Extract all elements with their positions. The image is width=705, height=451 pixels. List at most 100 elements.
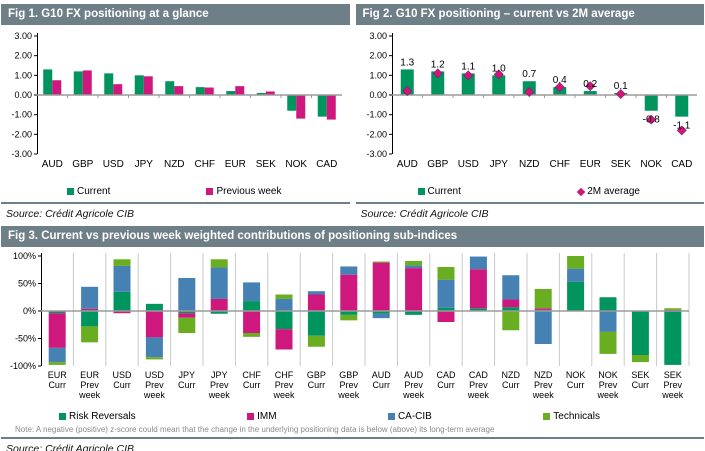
segment-SEK Curr-Risk Reversals <box>631 311 649 355</box>
fig2-separator <box>355 202 704 204</box>
fig3-source: Source: Crédit Agricole CIB <box>6 443 134 451</box>
svg-text:Prev: Prev <box>145 380 164 390</box>
svg-text:2.00: 2.00 <box>14 51 32 61</box>
bar-AUD-Current <box>43 69 53 95</box>
svg-text:GBP: GBP <box>307 370 326 380</box>
segment-JPY Prev week-Technicals <box>210 259 228 268</box>
svg-text:Curr: Curr <box>308 380 326 390</box>
square-marker-icon <box>387 413 395 420</box>
bar-AUD-Previous week <box>52 80 62 95</box>
segment-EUR Prev week-CA-CIB <box>81 286 99 309</box>
svg-text:1.2: 1.2 <box>430 59 444 70</box>
svg-text:CHF: CHF <box>549 159 570 170</box>
legend-label: Technicals <box>553 411 600 422</box>
fig3-note: Note: A negative (positive) z-score coul… <box>15 425 495 434</box>
fig1-chart: 3.00 2.00 1.00 0.00 -1.00 -2.00 -3.00 AUD GBP USD… <box>1 28 350 185</box>
svg-text:USD: USD <box>103 159 124 170</box>
legend-item-imm: IMM <box>247 411 277 422</box>
svg-text:50%: 50% <box>18 279 36 289</box>
svg-text:NOK: NOK <box>285 159 307 170</box>
svg-text:1.3: 1.3 <box>400 57 414 68</box>
svg-text:Prev: Prev <box>469 380 488 390</box>
segment-CHF Prev week-IMM <box>275 329 293 350</box>
segment-USD Curr-CA-CIB <box>113 265 131 292</box>
diamond-NZD-2m-average <box>523 87 534 97</box>
fig1-source: Source: Crédit Agricole CIB <box>6 208 134 220</box>
bar-NOK-Previous week <box>296 95 306 119</box>
segment-USD Curr-Technicals <box>113 259 131 266</box>
bar-CHF-Current <box>195 87 205 95</box>
svg-text:-2.00: -2.00 <box>11 129 32 139</box>
segment-USD Prev week-IMM <box>145 311 163 338</box>
bar-EUR-Previous week <box>235 86 245 95</box>
segment-AUD Curr-Risk Reversals <box>372 311 390 314</box>
segment-NZD Curr-CA-CIB <box>502 275 520 300</box>
svg-text:week: week <box>467 390 490 400</box>
segment-CAD Prev week-IMM <box>469 269 487 309</box>
segment-NOK Prev week-Technicals <box>599 331 617 354</box>
svg-text:JPY: JPY <box>179 370 196 380</box>
svg-text:week: week <box>78 390 101 400</box>
bar-USD-Previous week <box>113 84 123 95</box>
segment-GBP Prev week-Technicals <box>340 314 358 321</box>
legend-label: Current <box>427 186 461 197</box>
segment-EUR Prev week-Risk Reversals <box>81 311 99 327</box>
svg-text:NZD: NZD <box>164 159 185 170</box>
fig3-title: Fig 3. Current vs previous week weighted… <box>1 226 704 247</box>
segment-EUR Curr-Risk Reversals <box>48 311 66 314</box>
diamond-NOK-2m-average <box>645 114 656 125</box>
fig3-separator <box>1 437 704 439</box>
svg-text:1.0: 1.0 <box>491 63 505 74</box>
svg-text:GBP: GBP <box>427 159 448 170</box>
svg-text:CHF: CHF <box>242 370 261 380</box>
legend-item-technicals: Technicals <box>543 411 600 422</box>
svg-text:0%: 0% <box>23 306 36 316</box>
fig1-svg: 3.00 2.00 1.00 0.00 -1.00 -2.00 -3.00 AUD GBP USD… <box>11 31 342 170</box>
fig3-panel: Fig 3. Current vs previous week weighted… <box>0 226 705 451</box>
svg-text:NZD: NZD <box>534 370 553 380</box>
segment-SEK Curr-Technicals <box>631 355 649 363</box>
legend-label: IMM <box>257 411 277 422</box>
bar-SEK-Current <box>256 93 266 95</box>
segment-NZD Prev week-IMM <box>534 308 552 310</box>
svg-text:week: week <box>143 390 166 400</box>
svg-text:week: week <box>596 390 619 400</box>
svg-text:-0.8: -0.8 <box>642 115 660 126</box>
bar-NZD-Previous week <box>174 86 184 95</box>
svg-text:0.00: 0.00 <box>14 90 32 100</box>
diamond-JPY-2m-average <box>493 69 504 80</box>
bar-AUD-current <box>400 69 414 95</box>
svg-text:SEK: SEK <box>664 370 682 380</box>
segment-USD Prev week-CA-CIB <box>145 337 163 358</box>
segment-CHF Curr-CA-CIB <box>243 282 261 302</box>
bar-SEK-Previous week <box>265 91 275 95</box>
segment-GBP Curr-Risk Reversals <box>307 311 325 336</box>
segment-USD Curr-Risk Reversals <box>113 291 131 311</box>
segment-JPY Curr-Technicals <box>178 317 196 333</box>
segment-EUR Curr-IMM <box>48 313 66 348</box>
segment-NZD Prev week-Technicals <box>534 289 552 309</box>
svg-text:JPY: JPY <box>489 159 508 170</box>
svg-text:Curr: Curr <box>243 380 261 390</box>
svg-text:Prev: Prev <box>80 380 99 390</box>
bar-CAD-Current <box>317 95 327 117</box>
diamond-SEK-2m-average <box>615 89 626 99</box>
segment-CHF Curr-Technicals <box>243 333 261 337</box>
svg-text:JPY: JPY <box>211 370 228 380</box>
svg-text:Prev: Prev <box>275 380 294 390</box>
fig3-svg: 100%50%0%-50%-100%EURCurrEURPrevweekUSDC… <box>10 251 690 400</box>
legend-label: CA-CIB <box>397 411 432 422</box>
svg-text:-1.1: -1.1 <box>673 121 691 132</box>
segment-EUR Prev week-Technicals <box>81 326 99 343</box>
segment-CAD Curr-CA-CIB <box>437 279 455 308</box>
svg-text:week: week <box>402 390 425 400</box>
svg-text:EUR: EUR <box>80 370 100 380</box>
segment-CAD Curr-Risk Reversals <box>437 307 455 311</box>
fig1-title: Fig 1. G10 FX positioning at a glance <box>1 4 350 25</box>
segment-EUR Prev week-IMM <box>81 308 99 311</box>
segment-AUD Curr-Technicals <box>372 261 390 263</box>
segment-NZD Curr-Risk Reversals <box>502 307 520 311</box>
segment-CHF Curr-Risk Reversals <box>243 301 261 311</box>
segment-GBP Curr-Technicals <box>307 335 325 347</box>
